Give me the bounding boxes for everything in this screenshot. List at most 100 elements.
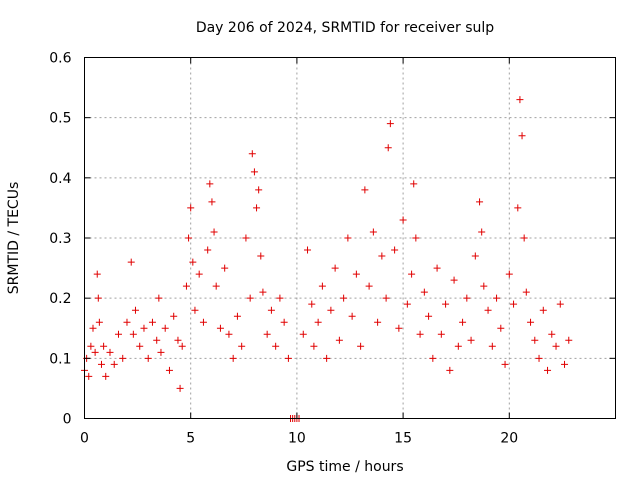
- data-point: [505, 270, 513, 278]
- data-point: [544, 366, 552, 374]
- data-point: [382, 294, 390, 302]
- data-point: [556, 300, 564, 308]
- data-point: [259, 288, 267, 296]
- data-point: [187, 204, 195, 212]
- data-point: [488, 342, 496, 350]
- data-point: [497, 324, 505, 332]
- data-point: [136, 342, 144, 350]
- data-point: [253, 204, 261, 212]
- x-tick-label: 15: [394, 431, 412, 447]
- data-point: [195, 270, 203, 278]
- data-point: [348, 312, 356, 320]
- data-point: [284, 354, 292, 362]
- data-point: [327, 306, 335, 314]
- y-tick-label: 0.4: [49, 171, 71, 187]
- data-point: [352, 270, 360, 278]
- data-point: [454, 342, 462, 350]
- data-point: [520, 234, 528, 242]
- data-point: [148, 318, 156, 326]
- data-point: [94, 294, 102, 302]
- data-point: [335, 336, 343, 344]
- data-point: [510, 300, 518, 308]
- data-point: [308, 300, 316, 308]
- data-point: [378, 252, 386, 260]
- data-point: [89, 324, 97, 332]
- data-point: [140, 324, 148, 332]
- data-point: [480, 282, 488, 290]
- data-point: [91, 348, 99, 356]
- y-tick-label: 0: [63, 412, 72, 428]
- y-axis-title: SRMTID / TECUs: [6, 182, 22, 295]
- data-point: [493, 294, 501, 302]
- data-point: [238, 342, 246, 350]
- data-point: [225, 330, 233, 338]
- data-point: [153, 336, 161, 344]
- data-point: [87, 342, 95, 350]
- data-point: [403, 300, 411, 308]
- data-point: [331, 264, 339, 272]
- y-tick-label: 0.2: [49, 291, 71, 307]
- data-point: [242, 234, 250, 242]
- data-point: [304, 246, 312, 254]
- data-point: [344, 234, 352, 242]
- data-point: [110, 360, 118, 368]
- data-point: [191, 306, 199, 314]
- data-point: [318, 282, 326, 290]
- data-point: [357, 342, 365, 350]
- data-point: [408, 270, 416, 278]
- data-point: [514, 204, 522, 212]
- axis-ticks: [84, 57, 616, 419]
- data-point: [361, 186, 369, 194]
- data-point: [433, 264, 441, 272]
- data-point: [384, 144, 392, 152]
- data-point: [176, 384, 184, 392]
- data-point: [106, 348, 114, 356]
- y-axis-tick-labels: 0 0.1 0.2 0.3 0.4 0.5 0.6: [49, 51, 71, 428]
- y-tick-label: 0.6: [49, 51, 71, 67]
- x-axis-title: GPS time / hours: [286, 459, 403, 475]
- data-point: [131, 306, 139, 314]
- data-point: [365, 282, 373, 290]
- data-point: [174, 336, 182, 344]
- data-point: [272, 342, 280, 350]
- data-point: [248, 150, 256, 158]
- data-point: [216, 324, 224, 332]
- data-point: [561, 360, 569, 368]
- data-point: [206, 180, 214, 188]
- data-point: [410, 180, 418, 188]
- data-point: [204, 246, 212, 254]
- data-point: [127, 258, 135, 266]
- data-point: [314, 318, 322, 326]
- data-point: [229, 354, 237, 362]
- data-point: [323, 354, 331, 362]
- data-point: [263, 330, 271, 338]
- data-point: [476, 198, 484, 206]
- data-point: [478, 228, 486, 236]
- data-point: [93, 270, 101, 278]
- data-point: [471, 252, 479, 260]
- data-point: [144, 354, 152, 362]
- data-point: [161, 324, 169, 332]
- y-tick-label: 0.1: [49, 351, 71, 367]
- data-point: [100, 342, 108, 350]
- data-point: [170, 312, 178, 320]
- data-point: [310, 342, 318, 350]
- data-point: [484, 306, 492, 314]
- data-point: [467, 336, 475, 344]
- data-point: [369, 228, 377, 236]
- data-point: [246, 294, 254, 302]
- data-point: [391, 246, 399, 254]
- data-point: [429, 354, 437, 362]
- data-point: [548, 330, 556, 338]
- data-point: [165, 366, 173, 374]
- data-point: [527, 318, 535, 326]
- data-point: [267, 306, 275, 314]
- data-point: [208, 198, 216, 206]
- y-tick-label: 0.5: [49, 111, 71, 127]
- data-point: [565, 336, 573, 344]
- data-point: [299, 330, 307, 338]
- data-point: [450, 276, 458, 284]
- data-point: [199, 318, 207, 326]
- data-point: [257, 252, 265, 260]
